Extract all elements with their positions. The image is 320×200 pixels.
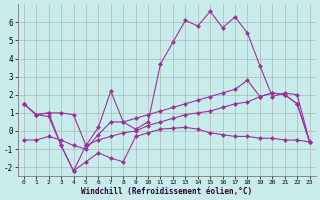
X-axis label: Windchill (Refroidissement éolien,°C): Windchill (Refroidissement éolien,°C) [81, 187, 252, 196]
